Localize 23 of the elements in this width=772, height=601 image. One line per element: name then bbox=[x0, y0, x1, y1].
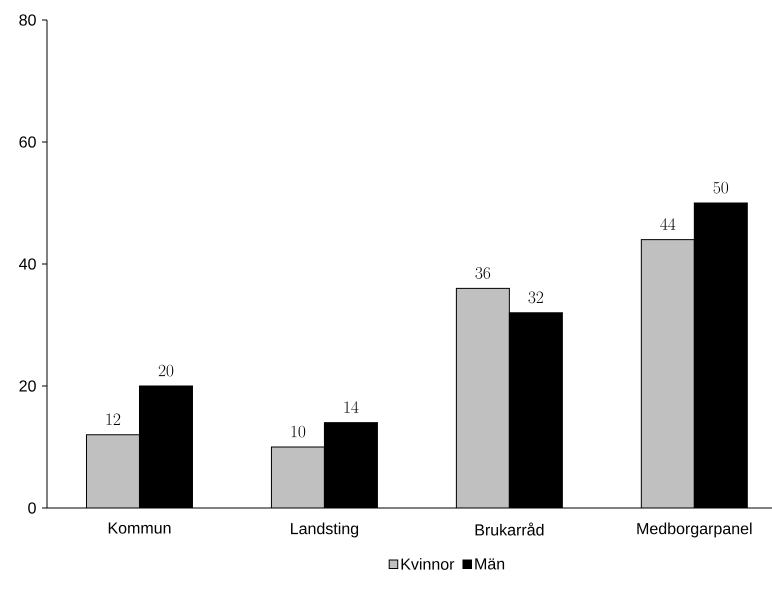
legend-label: Kvinnor bbox=[402, 558, 454, 570]
data-label: 36 bbox=[476, 267, 490, 279]
y-tick-label: 40 bbox=[19, 258, 36, 270]
y-tick-label: 20 bbox=[19, 380, 36, 392]
data-label: 44 bbox=[660, 218, 676, 230]
data-label: 32 bbox=[528, 292, 544, 304]
data-label: 14 bbox=[344, 401, 358, 413]
x-tick-label: Medborgarpanel bbox=[637, 522, 752, 538]
y-tick-label: 60 bbox=[19, 136, 36, 148]
x-tick-label: Landsting bbox=[291, 522, 358, 538]
y-tick-label: 80 bbox=[19, 14, 36, 26]
data-label: 50 bbox=[714, 182, 728, 194]
data-label: 20 bbox=[158, 364, 174, 376]
x-tick-label: Brukarråd bbox=[476, 522, 544, 536]
x-tick-label: Kommun bbox=[108, 522, 170, 534]
data-label: 10 bbox=[292, 426, 306, 438]
y-tick-label: 0 bbox=[28, 502, 36, 514]
bar bbox=[271, 446, 324, 508]
bar bbox=[456, 288, 510, 508]
bar bbox=[640, 239, 695, 508]
bar bbox=[86, 434, 140, 508]
legend-label: Män bbox=[475, 558, 504, 570]
data-label: 12 bbox=[106, 414, 120, 425]
